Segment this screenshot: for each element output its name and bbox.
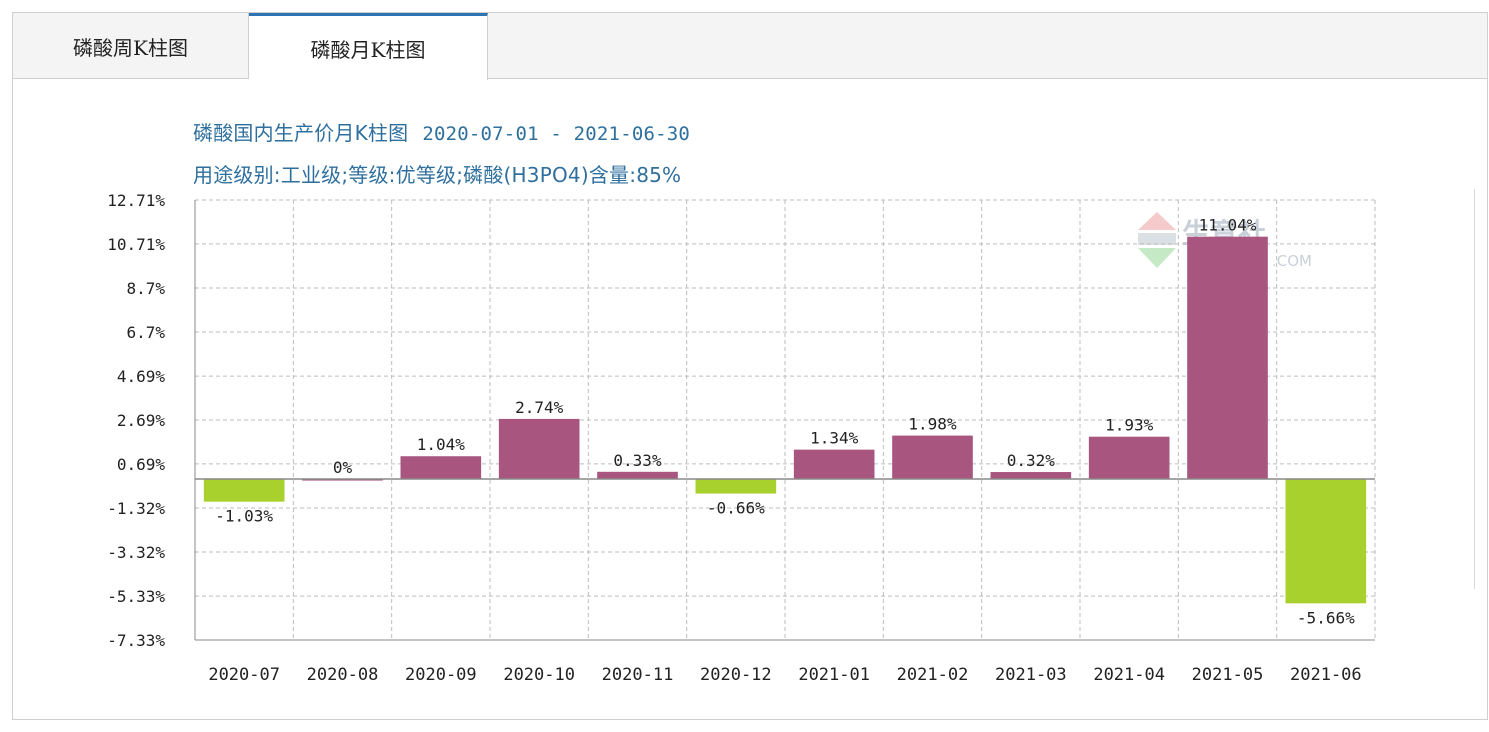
x-tick-label: 2020-08	[307, 665, 379, 685]
tab-bar: 磷酸周K柱图 磷酸月K柱图	[13, 13, 1487, 80]
x-tick-label: 2020-07	[208, 665, 280, 685]
bar-2021-01[interactable]	[793, 449, 875, 480]
y-tick-label: 12.71%	[107, 191, 165, 210]
data-label-2020-07: -1.03%	[215, 507, 273, 526]
watermark-down-arrow-icon	[1138, 248, 1176, 268]
y-tick-label: 0.69%	[117, 455, 166, 474]
bar-2021-04[interactable]	[1088, 436, 1170, 480]
data-label-2021-06: -5.66%	[1297, 608, 1355, 627]
y-tick-label: -5.33%	[107, 587, 165, 606]
bar-2020-10[interactable]	[498, 418, 580, 480]
y-tick-label: 10.71%	[107, 235, 165, 254]
watermark-up-arrow-icon	[1138, 212, 1176, 230]
bar-2020-12[interactable]	[695, 479, 777, 494]
y-tick-label: 8.7%	[126, 279, 165, 298]
y-tick-label: -7.33%	[107, 631, 165, 650]
x-tick-label: 2021-01	[798, 665, 870, 685]
x-tick-label: 2021-04	[1093, 665, 1165, 685]
data-label-2020-10: 2.74%	[515, 398, 564, 417]
bar-2021-05[interactable]	[1187, 236, 1268, 480]
watermark-bar-icon	[1138, 233, 1176, 245]
x-tick-label: 2021-06	[1290, 665, 1362, 685]
bar-2020-07[interactable]	[203, 479, 285, 502]
divider	[1474, 189, 1475, 589]
data-label-2021-03: 0.32%	[1007, 451, 1056, 470]
x-tick-label: 2021-05	[1192, 665, 1264, 685]
x-tick-label: 2021-02	[897, 665, 969, 685]
data-label-2020-08: 0%	[333, 458, 353, 477]
x-tick-label: 2020-11	[602, 665, 674, 685]
x-tick-label: 2020-10	[503, 665, 575, 685]
y-tick-label: 2.69%	[117, 411, 166, 430]
data-label-2021-01: 1.34%	[810, 429, 859, 448]
chart-date-range: 2020-07-01 - 2021-06-30	[422, 123, 691, 145]
tab-weekly-k-chart[interactable]: 磷酸周K柱图	[13, 13, 249, 79]
data-label-2020-11: 0.33%	[613, 451, 662, 470]
bar-2021-02[interactable]	[892, 435, 973, 480]
y-tick-label: -1.32%	[107, 499, 165, 518]
x-tick-label: 2020-09	[405, 665, 477, 685]
chart-title-text: 磷酸国内生产价月K柱图	[193, 121, 409, 145]
tab-monthly-k-chart[interactable]: 磷酸月K柱图	[249, 13, 488, 80]
y-tick-label: -3.32%	[107, 543, 165, 562]
y-tick-label: 4.69%	[117, 367, 166, 386]
bar-2020-09[interactable]	[400, 456, 482, 480]
x-tick-label: 2020-12	[700, 665, 772, 685]
bar-2021-03[interactable]	[990, 472, 1072, 480]
y-tick-label: 6.7%	[126, 323, 165, 342]
data-label-2020-12: -0.66%	[707, 499, 765, 518]
data-label-2020-09: 1.04%	[417, 435, 466, 454]
data-label-2021-02: 1.98%	[908, 415, 957, 434]
watermark-domain: .COM	[1272, 252, 1312, 270]
chart-title: 磷酸国内生产价月K柱图 2020-07-01 - 2021-06-30	[193, 117, 690, 146]
chart-subtitle: 用途级别:工业级;等级:优等级;磷酸(H3PO4)含量:85%	[193, 163, 682, 187]
bar-2021-06[interactable]	[1285, 479, 1367, 604]
data-label-2021-04: 1.93%	[1105, 416, 1154, 435]
bar-2020-11[interactable]	[597, 471, 678, 480]
data-label-2021-05: 11.04%	[1199, 216, 1257, 235]
x-tick-label: 2021-03	[995, 665, 1067, 685]
